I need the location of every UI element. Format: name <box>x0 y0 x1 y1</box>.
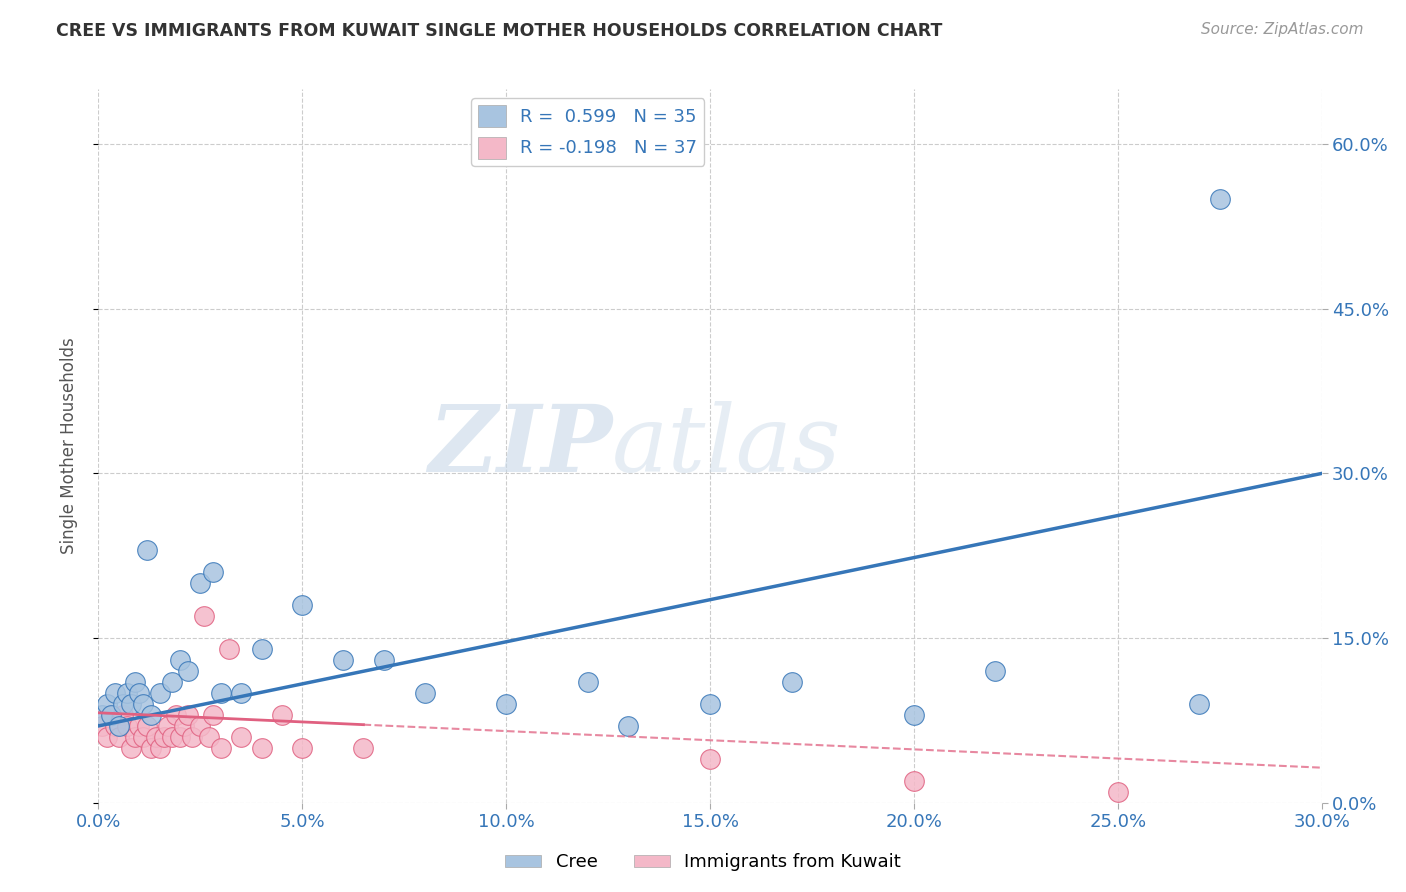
Point <box>169 730 191 744</box>
Legend: Cree, Immigrants from Kuwait: Cree, Immigrants from Kuwait <box>498 847 908 879</box>
Point <box>177 664 200 678</box>
Point <box>780 675 803 690</box>
Point <box>104 719 127 733</box>
Point <box>136 719 159 733</box>
Point <box>188 719 212 733</box>
Point <box>120 697 142 711</box>
Point <box>108 730 131 744</box>
Text: atlas: atlas <box>612 401 842 491</box>
Point <box>181 730 204 744</box>
Point <box>165 708 187 723</box>
Point <box>617 719 640 733</box>
Point <box>160 730 183 744</box>
Point <box>231 730 253 744</box>
Point <box>1209 192 1232 206</box>
Point <box>132 697 155 711</box>
Point <box>291 598 314 612</box>
Point <box>1188 697 1211 711</box>
Point <box>209 686 232 700</box>
Point <box>124 730 146 744</box>
Point <box>250 740 273 755</box>
Point <box>218 642 240 657</box>
Text: Source: ZipAtlas.com: Source: ZipAtlas.com <box>1201 22 1364 37</box>
Point <box>1107 785 1129 799</box>
Point <box>104 686 127 700</box>
Point <box>91 719 114 733</box>
Point <box>495 697 517 711</box>
Y-axis label: Single Mother Households: Single Mother Households <box>59 338 77 554</box>
Point <box>145 730 167 744</box>
Point <box>115 719 138 733</box>
Point <box>188 576 212 591</box>
Point <box>201 708 224 723</box>
Point <box>111 708 134 723</box>
Point <box>903 773 925 788</box>
Point <box>197 730 219 744</box>
Point <box>173 719 195 733</box>
Point <box>100 708 122 723</box>
Text: ZIP: ZIP <box>427 401 612 491</box>
Point <box>332 653 354 667</box>
Point <box>177 708 200 723</box>
Point <box>201 566 224 580</box>
Point <box>373 653 395 667</box>
Point <box>111 697 134 711</box>
Point <box>152 730 174 744</box>
Text: CREE VS IMMIGRANTS FROM KUWAIT SINGLE MOTHER HOUSEHOLDS CORRELATION CHART: CREE VS IMMIGRANTS FROM KUWAIT SINGLE MO… <box>56 22 942 40</box>
Point <box>149 686 172 700</box>
Point <box>128 719 150 733</box>
Point <box>96 697 118 711</box>
Point <box>124 675 146 690</box>
Point <box>291 740 314 755</box>
Point <box>250 642 273 657</box>
Point <box>141 708 163 723</box>
Point <box>209 740 232 755</box>
Point <box>193 609 215 624</box>
Point <box>100 708 122 723</box>
Point <box>160 675 183 690</box>
Point <box>108 719 131 733</box>
Legend: R =  0.599   N = 35, R = -0.198   N = 37: R = 0.599 N = 35, R = -0.198 N = 37 <box>471 98 704 166</box>
Point <box>352 740 374 755</box>
Point <box>149 740 172 755</box>
Point <box>96 730 118 744</box>
Point <box>231 686 253 700</box>
Point <box>132 730 155 744</box>
Point <box>120 740 142 755</box>
Point <box>91 708 114 723</box>
Point <box>169 653 191 667</box>
Point <box>136 543 159 558</box>
Point <box>699 752 721 766</box>
Point <box>413 686 436 700</box>
Point <box>903 708 925 723</box>
Point <box>156 719 179 733</box>
Point <box>576 675 599 690</box>
Point <box>115 686 138 700</box>
Point <box>128 686 150 700</box>
Point <box>141 740 163 755</box>
Point <box>984 664 1007 678</box>
Point <box>699 697 721 711</box>
Point <box>270 708 294 723</box>
